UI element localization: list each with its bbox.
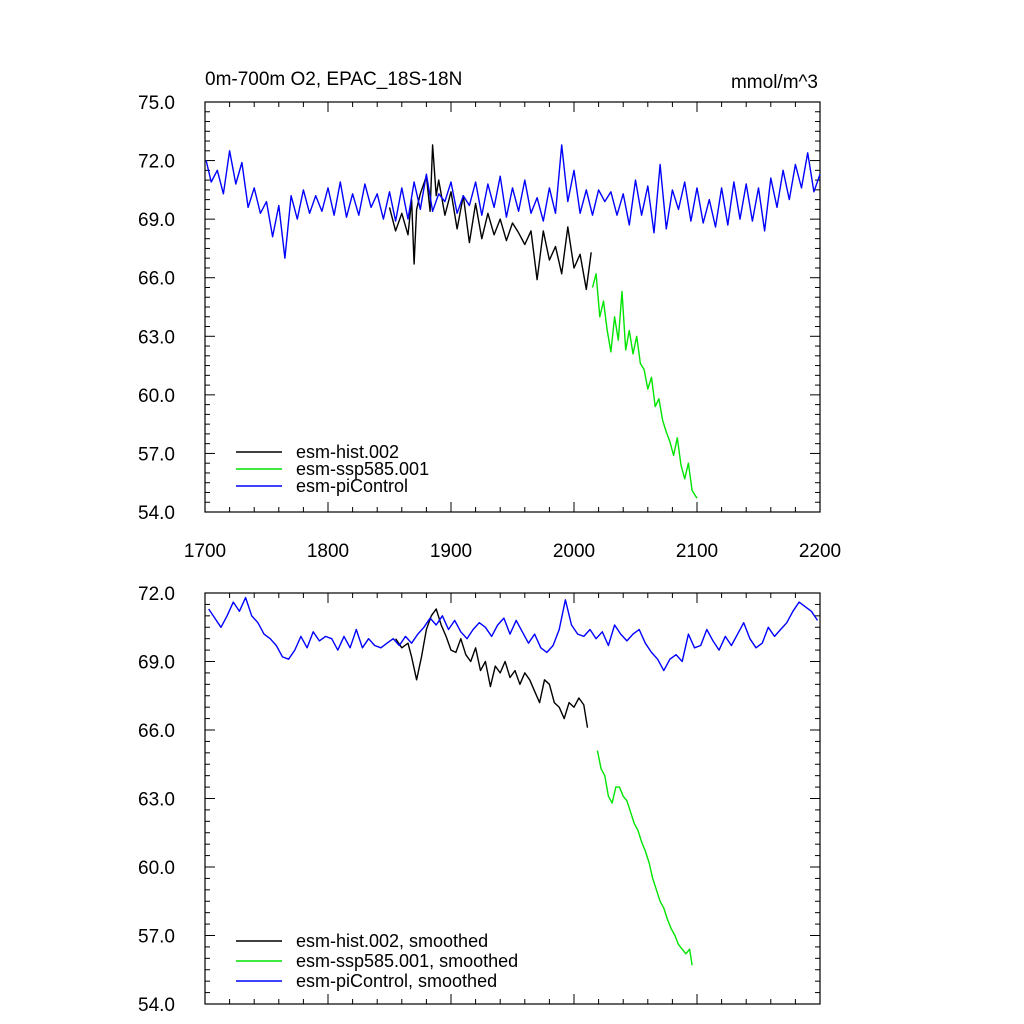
legend-label: esm-piControl [296, 476, 408, 496]
series-line-3 [208, 596, 819, 672]
series-line-1 [395, 608, 589, 728]
units-label: mmol/m^3 [731, 72, 818, 93]
y-tick-label: 57.0 [138, 927, 175, 948]
y-tick-label: 54.0 [138, 503, 175, 524]
x-tick-label: 2200 [799, 541, 841, 562]
y-tick-label: 72.0 [138, 152, 175, 173]
series-line-2 [596, 750, 693, 966]
legend-label: esm-ssp585.001, smoothed [296, 951, 518, 971]
y-tick-label: 66.0 [138, 721, 175, 742]
legend-label: esm-piControl, smoothed [296, 971, 497, 991]
y-tick-label: 75.0 [138, 93, 175, 114]
y-tick-label: 57.0 [138, 444, 175, 465]
x-tick-label: 1700 [184, 541, 226, 562]
bottom-panel: 54.0 57.0 60.0 63.0 66.0 69.0 72.0 esm-hist.002… [138, 584, 821, 1016]
top-panel: 54.0 57.0 60.0 63.0 66.0 69.0 72.0 75.0 1700 1800… [138, 69, 841, 562]
x-tick-label: 2000 [553, 541, 595, 562]
chart-title: 0m-700m O2, EPAC_18S-18N [205, 69, 462, 90]
legend-label: esm-ssp585.001 [296, 459, 429, 479]
y-tick-label: 72.0 [138, 584, 175, 605]
y-tick-label: 63.0 [138, 790, 175, 811]
y-tick-label: 66.0 [138, 269, 175, 290]
series-line-1 [388, 144, 592, 291]
series-line-2 [591, 273, 698, 499]
y-tick-label: 69.0 [138, 210, 175, 231]
y-tick-label: 63.0 [138, 327, 175, 348]
y-tick-label: 54.0 [138, 995, 175, 1016]
legend-label: esm-hist.002, smoothed [296, 931, 488, 951]
x-tick-label: 2100 [676, 541, 718, 562]
y-tick-label: 60.0 [138, 386, 175, 407]
x-tick-label: 1800 [307, 541, 349, 562]
y-tick-label: 69.0 [138, 653, 175, 674]
series-line-3 [205, 144, 821, 259]
y-tick-label: 60.0 [138, 858, 175, 879]
legend-label: esm-hist.002 [296, 442, 399, 462]
x-tick-label: 1900 [430, 541, 472, 562]
